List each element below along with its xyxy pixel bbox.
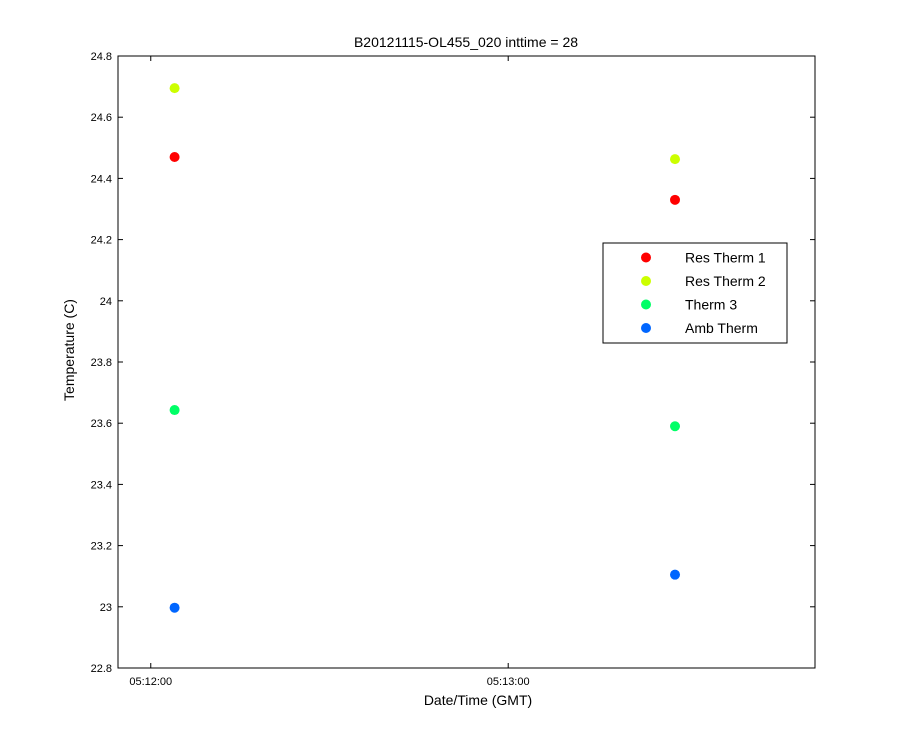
- x-axis-title: Date/Time (GMT): [424, 692, 532, 708]
- y-axis-ticks: 22.8 23 23.2 23.4 23.6 23.8 24 24.2 24.4 24.6 24.8: [91, 51, 815, 675]
- plot-area: [117, 55, 816, 669]
- legend-label: Amb Therm: [685, 320, 758, 336]
- data-points: [169, 83, 681, 613]
- y-tick-label: 23: [100, 602, 112, 614]
- data-point: [169, 151, 180, 162]
- data-point: [670, 569, 681, 580]
- data-point: [670, 154, 681, 165]
- y-tick-label: 24.4: [91, 173, 112, 185]
- y-tick-label: 24.8: [91, 51, 112, 63]
- data-point: [670, 194, 681, 205]
- y-tick-label: 22.8: [91, 663, 112, 675]
- data-point: [169, 83, 180, 94]
- data-point: [670, 421, 681, 432]
- data-point: [169, 602, 180, 613]
- legend-marker: [641, 323, 651, 333]
- y-tick-label: 23.6: [91, 418, 112, 430]
- y-axis-title: Temperature (C): [61, 299, 77, 401]
- y-tick-label: 24.6: [91, 112, 112, 124]
- legend-label: Res Therm 2: [685, 273, 766, 289]
- legend-marker: [641, 252, 651, 263]
- y-tick-label: 23.4: [91, 479, 112, 491]
- y-tick-label: 24.2: [91, 235, 112, 247]
- data-point: [169, 405, 180, 416]
- y-tick-label: 23.8: [91, 357, 112, 369]
- x-axis-ticks: 05:12:00 05:13:00: [129, 56, 530, 688]
- y-tick-label: 24: [100, 296, 112, 308]
- legend-box: [602, 242, 788, 344]
- legend-marker: [641, 299, 651, 310]
- chart-title: B20121115-OL455_020 inttime = 28: [354, 34, 578, 50]
- legend-marker: [641, 276, 651, 286]
- legend: Res Therm 1 Res Therm 2 Therm 3 Amb Therm: [602, 242, 788, 344]
- x-tick-label: 05:13:00: [487, 676, 530, 688]
- legend-label: Therm 3: [685, 297, 737, 313]
- legend-label: Res Therm 1: [685, 250, 766, 266]
- y-tick-label: 23.2: [91, 541, 112, 553]
- x-tick-label: 05:12:00: [129, 676, 172, 688]
